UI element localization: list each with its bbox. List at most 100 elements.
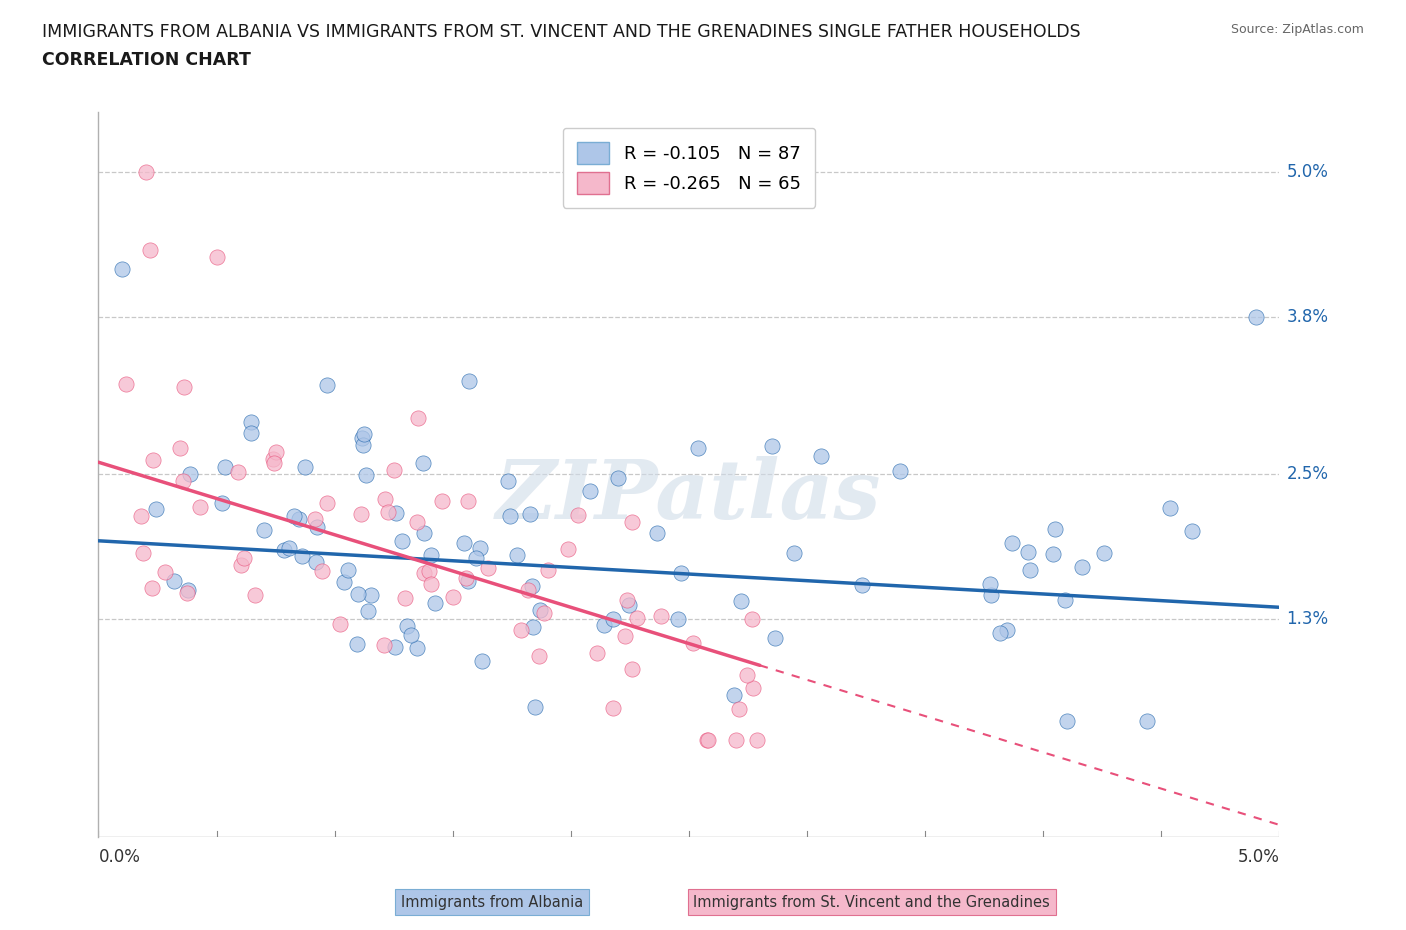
Point (980, 588, 1002, 603)
Point (1042, 547, 1064, 562)
Point (172, 473, 194, 488)
Point (602, 700, 624, 715)
Point (441, 589, 464, 604)
Point (761, 438, 783, 453)
Point (741, 611, 763, 626)
Point (412, 455, 434, 470)
Point (592, 618, 614, 632)
Point (669, 565, 692, 580)
Point (524, 699, 547, 714)
Point (1092, 546, 1115, 561)
Point (311, 564, 333, 578)
Point (457, 574, 479, 589)
Point (620, 515, 643, 530)
Point (305, 555, 328, 570)
Point (405, 515, 427, 530)
Text: Immigrants from St. Vincent and the Grenadines: Immigrants from St. Vincent and the Gren… (693, 895, 1050, 910)
Point (1056, 714, 1078, 729)
Point (1018, 562, 1040, 577)
Point (262, 452, 284, 467)
Point (153, 565, 176, 579)
Point (412, 525, 434, 540)
Point (537, 563, 560, 578)
Point (506, 548, 529, 563)
Point (232, 551, 254, 565)
Point (394, 591, 416, 605)
Point (384, 640, 406, 655)
Point (527, 649, 550, 664)
Point (176, 583, 198, 598)
Point (353, 426, 375, 441)
Point (141, 580, 163, 595)
Point (240, 425, 263, 440)
Text: 3.8%: 3.8% (1286, 308, 1329, 326)
Point (179, 466, 201, 481)
Point (645, 525, 668, 540)
Point (382, 463, 405, 478)
Point (1180, 524, 1202, 538)
Point (163, 574, 186, 589)
Point (457, 493, 479, 508)
Point (304, 512, 326, 527)
Text: 5.0%: 5.0% (1237, 848, 1279, 866)
Point (226, 465, 249, 480)
Point (1053, 592, 1076, 607)
Point (533, 605, 555, 620)
Point (145, 502, 167, 517)
Point (477, 560, 499, 575)
Point (529, 603, 551, 618)
Point (520, 579, 543, 594)
Point (333, 574, 356, 589)
Point (420, 548, 443, 563)
Point (346, 637, 368, 652)
Point (725, 733, 748, 748)
Point (686, 440, 709, 455)
Point (696, 733, 718, 748)
Point (352, 438, 374, 453)
Point (373, 638, 395, 653)
Point (176, 585, 198, 600)
Point (1001, 535, 1024, 550)
Point (264, 445, 287, 459)
Point (516, 582, 538, 597)
Point (173, 379, 195, 394)
Point (329, 617, 352, 631)
Point (138, 242, 160, 257)
Point (288, 512, 311, 526)
Point (316, 496, 339, 511)
Point (357, 604, 380, 618)
Point (510, 623, 533, 638)
Point (111, 261, 134, 276)
Point (737, 667, 759, 682)
Point (385, 506, 408, 521)
Point (567, 508, 589, 523)
Point (205, 249, 228, 264)
Point (458, 374, 481, 389)
Text: CORRELATION CHART: CORRELATION CHART (42, 51, 252, 69)
Point (129, 509, 152, 524)
Point (498, 474, 520, 489)
Point (499, 509, 522, 524)
Point (456, 571, 478, 586)
Point (1045, 522, 1067, 537)
Point (519, 506, 541, 521)
Point (1159, 500, 1181, 515)
Point (211, 496, 233, 511)
Point (783, 545, 806, 560)
Point (613, 629, 636, 644)
Point (391, 534, 413, 549)
Point (666, 612, 689, 627)
Point (360, 588, 382, 603)
Point (412, 565, 434, 580)
Point (395, 618, 418, 633)
Point (273, 542, 295, 557)
Point (810, 449, 832, 464)
Point (696, 733, 718, 748)
Point (616, 592, 638, 607)
Point (1071, 560, 1094, 575)
Point (188, 499, 211, 514)
Text: 0.0%: 0.0% (98, 848, 141, 866)
Point (423, 595, 446, 610)
Point (979, 577, 1001, 591)
Point (1135, 713, 1157, 728)
